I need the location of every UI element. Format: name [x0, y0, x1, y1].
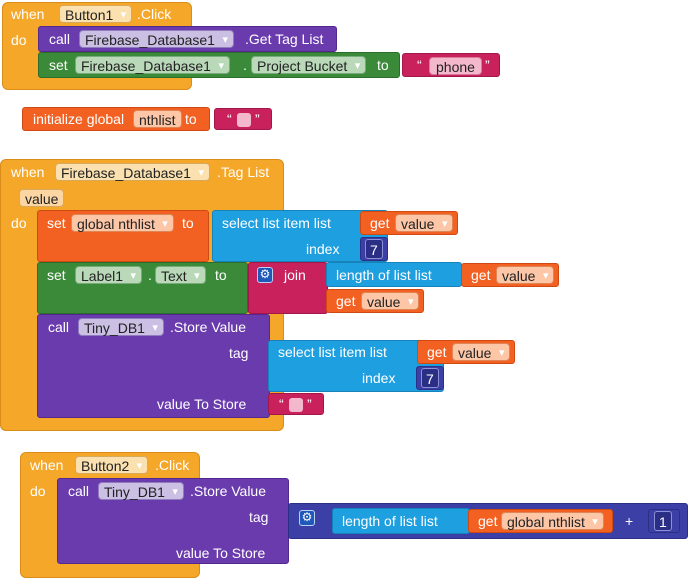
set-global-nthlist-block[interactable]: set global nthlist to [37, 210, 209, 262]
value-to-store-label: value To Store [176, 545, 266, 561]
variable-dropdown-global-nthlist[interactable]: global nthlist [501, 512, 604, 531]
component-dropdown-firebase[interactable]: Firebase_Database1 [75, 56, 230, 75]
variable-dropdown-value[interactable]: value [496, 266, 555, 285]
get-global-nthlist-block[interactable]: get global nthlist [468, 509, 613, 533]
when-label: when [11, 164, 45, 180]
call-get-tag-list-block[interactable]: call Firebase_Database1 .Get Tag List [38, 26, 337, 52]
length-of-list-label: length of list list [336, 267, 432, 283]
set-label: set [47, 215, 66, 231]
do-label: do [30, 483, 46, 499]
get-label: get [427, 344, 447, 360]
global-name-field[interactable]: nthlist [133, 110, 182, 128]
component-dropdown-label1[interactable]: Label1 [75, 266, 143, 285]
length-of-list-block[interactable]: length of list list [326, 262, 462, 287]
call-label: call [68, 483, 90, 499]
to-label: to [185, 111, 197, 127]
empty-text-value[interactable] [237, 113, 251, 127]
close-quote: ” [307, 396, 312, 412]
set-label1-text-block[interactable]: set Label1 . Text to [37, 262, 248, 314]
property-dropdown-text[interactable]: Text [155, 266, 206, 285]
set-project-bucket-block[interactable]: set Firebase_Database1 . Project Bucket … [38, 52, 400, 78]
join-label: join [284, 267, 306, 283]
get-label: get [471, 267, 491, 283]
event-parameter-value[interactable]: value [19, 189, 65, 207]
call-label: call [49, 31, 71, 47]
event-name: .Click [155, 457, 190, 473]
join-block[interactable]: ⚙ join [248, 262, 328, 314]
dot-label: . [243, 57, 247, 73]
component-dropdown-tinydb1[interactable]: Tiny_DB1 [78, 318, 164, 337]
tag-label: tag [229, 345, 249, 361]
get-value-block[interactable]: get value [326, 289, 424, 313]
text-value[interactable]: phone [429, 57, 482, 75]
get-value-block[interactable]: get value [417, 340, 515, 364]
empty-text-block[interactable]: “ ” [268, 393, 324, 415]
method-name: .Store Value [190, 483, 267, 499]
set-label: set [47, 267, 66, 283]
number-block[interactable]: 7 [360, 237, 388, 261]
do-label: do [11, 215, 27, 231]
open-quote: “ [279, 396, 284, 412]
when-label: when [30, 457, 64, 473]
component-dropdown-tinydb1[interactable]: Tiny_DB1 [98, 482, 184, 501]
open-quote: “ [227, 111, 232, 127]
plus-operator: + [625, 513, 634, 529]
length-of-list-block[interactable]: length of list list [332, 508, 470, 534]
number-block[interactable]: 1 [648, 509, 680, 533]
method-name: .Get Tag List [245, 31, 324, 47]
number-field[interactable]: 7 [365, 239, 383, 259]
mutator-gear-icon[interactable]: ⚙ [257, 267, 273, 283]
number-block[interactable]: 7 [416, 366, 444, 390]
get-label: get [478, 513, 498, 529]
to-label: to [215, 267, 227, 283]
select-list-item-block[interactable]: select list item list index [268, 340, 444, 392]
variable-dropdown-value[interactable]: value [452, 343, 511, 362]
initialize-global-label: initialize global [33, 111, 125, 127]
tag-label: tag [249, 509, 269, 525]
component-dropdown-button1[interactable]: Button1 [59, 5, 133, 24]
set-label: set [49, 57, 68, 73]
initialize-global-block[interactable]: initialize global nthlist to [22, 107, 210, 131]
component-dropdown-firebase[interactable]: Firebase_Database1 [55, 163, 210, 182]
call-tinydb-store-value-block[interactable]: call Tiny_DB1 .Store Value tag value To … [57, 478, 289, 564]
when-label: when [11, 6, 45, 22]
call-label: call [48, 319, 70, 335]
index-label: index [306, 241, 340, 257]
mutator-gear-icon[interactable]: ⚙ [299, 510, 315, 526]
select-list-item-label: select list item list [278, 344, 387, 360]
index-label: index [362, 370, 396, 386]
event-name: .Tag List [217, 164, 270, 180]
open-quote: “ [417, 57, 422, 73]
to-label: to [377, 57, 389, 73]
get-value-block[interactable]: get value [360, 211, 458, 235]
event-name: .Click [137, 6, 172, 22]
do-label: do [11, 32, 27, 48]
close-quote: ” [485, 57, 490, 73]
get-label: get [370, 215, 390, 231]
get-value-block[interactable]: get value [461, 263, 559, 287]
empty-text-value[interactable] [289, 398, 303, 412]
close-quote: ” [255, 111, 260, 127]
value-to-store-label: value To Store [157, 396, 247, 412]
number-field[interactable]: 7 [421, 368, 439, 388]
get-label: get [336, 293, 356, 309]
empty-text-block[interactable]: “ ” [214, 108, 272, 130]
text-string-block[interactable]: “ phone ” [402, 53, 500, 77]
method-name: .Store Value [170, 319, 247, 335]
property-dropdown[interactable]: Project Bucket [251, 56, 367, 75]
select-list-item-block[interactable]: select list item list index [212, 210, 388, 262]
component-dropdown-firebase[interactable]: Firebase_Database1 [79, 30, 234, 49]
component-dropdown-button2[interactable]: Button2 [75, 456, 149, 475]
variable-dropdown-value[interactable]: value [395, 214, 454, 233]
number-field[interactable]: 1 [654, 511, 672, 531]
variable-dropdown-global-nthlist[interactable]: global nthlist [71, 214, 174, 233]
length-of-list-label: length of list list [342, 513, 438, 529]
select-list-item-label: select list item list [222, 215, 331, 231]
call-tinydb-store-value-block[interactable]: call Tiny_DB1 .Store Value tag value To … [37, 314, 270, 418]
to-label: to [182, 215, 194, 231]
dot-label: . [148, 267, 152, 283]
variable-dropdown-value[interactable]: value [361, 292, 420, 311]
